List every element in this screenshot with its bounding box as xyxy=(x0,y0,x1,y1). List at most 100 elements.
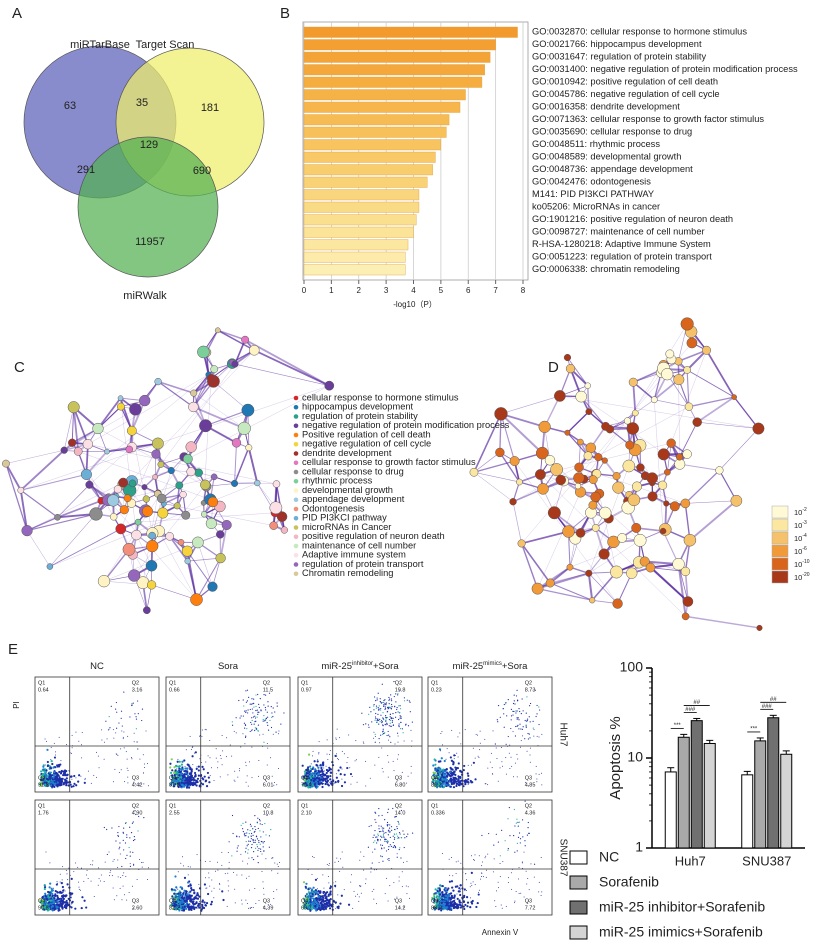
x-tick-label: 2 xyxy=(357,286,362,295)
scale-swatch xyxy=(771,570,789,584)
flow-dot xyxy=(253,698,255,700)
flow-dot xyxy=(131,757,133,759)
flow-dot xyxy=(48,773,50,775)
network-node xyxy=(574,482,582,490)
flow-dot xyxy=(257,713,259,715)
flow-dot xyxy=(265,834,267,836)
flow-dot xyxy=(452,773,456,776)
network-edge xyxy=(500,413,543,454)
flow-dot xyxy=(242,822,244,824)
flow-dot xyxy=(387,848,390,851)
flow-dot xyxy=(121,730,123,732)
flow-dot xyxy=(84,777,86,779)
flow-dot xyxy=(97,884,99,886)
flow-dot xyxy=(517,758,519,760)
flow-dot xyxy=(115,840,117,842)
flow-dot xyxy=(262,846,264,848)
flow-dot xyxy=(71,734,73,736)
flow-dot xyxy=(193,891,196,894)
flow-dot xyxy=(245,781,247,783)
flow-dot xyxy=(169,762,172,765)
flow-dot xyxy=(187,908,191,911)
flow-dot xyxy=(352,907,354,909)
flow-dot xyxy=(490,752,492,754)
network-edge xyxy=(205,409,249,427)
flow-dot xyxy=(249,730,251,733)
flow-dot xyxy=(316,904,319,907)
flow-dot xyxy=(365,878,367,880)
flow-dot xyxy=(351,775,353,777)
flow-dot xyxy=(524,738,526,740)
network-edge xyxy=(598,493,617,573)
flow-dot xyxy=(400,716,402,718)
network-node xyxy=(154,377,162,386)
flow-dot xyxy=(73,774,76,778)
network-edge xyxy=(588,573,618,604)
network-edge xyxy=(697,421,759,429)
network-node xyxy=(591,524,600,532)
legend-dot xyxy=(293,478,299,484)
network-edge xyxy=(157,381,194,408)
flow-dot xyxy=(126,854,128,856)
flow-dot xyxy=(386,825,389,827)
flow-dot xyxy=(251,857,253,859)
flow-dot xyxy=(247,843,249,845)
flow-dot xyxy=(359,885,361,887)
bar xyxy=(303,64,485,76)
flow-dot xyxy=(182,908,186,911)
flow-dot xyxy=(278,861,280,863)
network-node xyxy=(157,461,165,468)
network-edge xyxy=(686,369,735,398)
scale-base: 10 xyxy=(794,547,802,556)
flow-dot xyxy=(71,900,74,903)
flow-dot xyxy=(453,782,455,784)
scale-exp: -10 xyxy=(802,559,809,565)
flow-dot xyxy=(310,888,314,891)
flow-dot xyxy=(217,761,219,763)
network-edge xyxy=(244,338,330,387)
flow-dot xyxy=(201,903,204,906)
flow-dot xyxy=(123,691,125,693)
flow-dot xyxy=(257,775,259,777)
flow-dot xyxy=(249,829,251,832)
network-node xyxy=(194,468,203,477)
flow-dot xyxy=(312,755,314,757)
flow-dot xyxy=(529,721,531,723)
flow-dot xyxy=(59,784,62,787)
quadrant-value: 6.80 xyxy=(395,782,406,788)
flow-dot xyxy=(183,905,186,908)
flow-dot xyxy=(209,885,211,887)
flow-dot xyxy=(398,823,400,825)
scale-exp: -4 xyxy=(802,533,807,539)
x-tick-label: 4 xyxy=(411,286,416,295)
flow-dot xyxy=(129,716,131,718)
flow-dot xyxy=(228,885,230,887)
flow-dot xyxy=(328,766,331,769)
flow-dot xyxy=(231,721,233,723)
flow-dot xyxy=(343,773,346,776)
flow-dot xyxy=(516,776,518,778)
legend-label: cellular response to growth factor stimu… xyxy=(302,457,476,467)
flow-dot xyxy=(264,822,266,825)
flow-dot xyxy=(397,835,399,837)
category-label: M141: PID PI3KCI PATHWAY xyxy=(532,189,654,199)
quadrant-label: Q2 xyxy=(395,803,402,809)
flow-dot xyxy=(326,891,329,894)
flow-dot xyxy=(126,767,128,769)
flow-dot xyxy=(108,851,110,853)
network-node xyxy=(188,401,199,413)
flow-dot xyxy=(271,716,273,718)
flow-dot xyxy=(129,855,131,857)
flow-dot xyxy=(43,887,46,891)
flow-dot xyxy=(259,734,261,736)
quadrant-label: Q3 xyxy=(395,898,402,904)
flow-dot xyxy=(393,882,395,884)
flow-dot xyxy=(384,708,386,710)
column-title: Sora xyxy=(218,661,239,672)
flow-dot xyxy=(529,737,531,739)
flow-dot xyxy=(535,715,537,718)
network-edge xyxy=(160,363,236,465)
flow-dot xyxy=(384,699,386,701)
